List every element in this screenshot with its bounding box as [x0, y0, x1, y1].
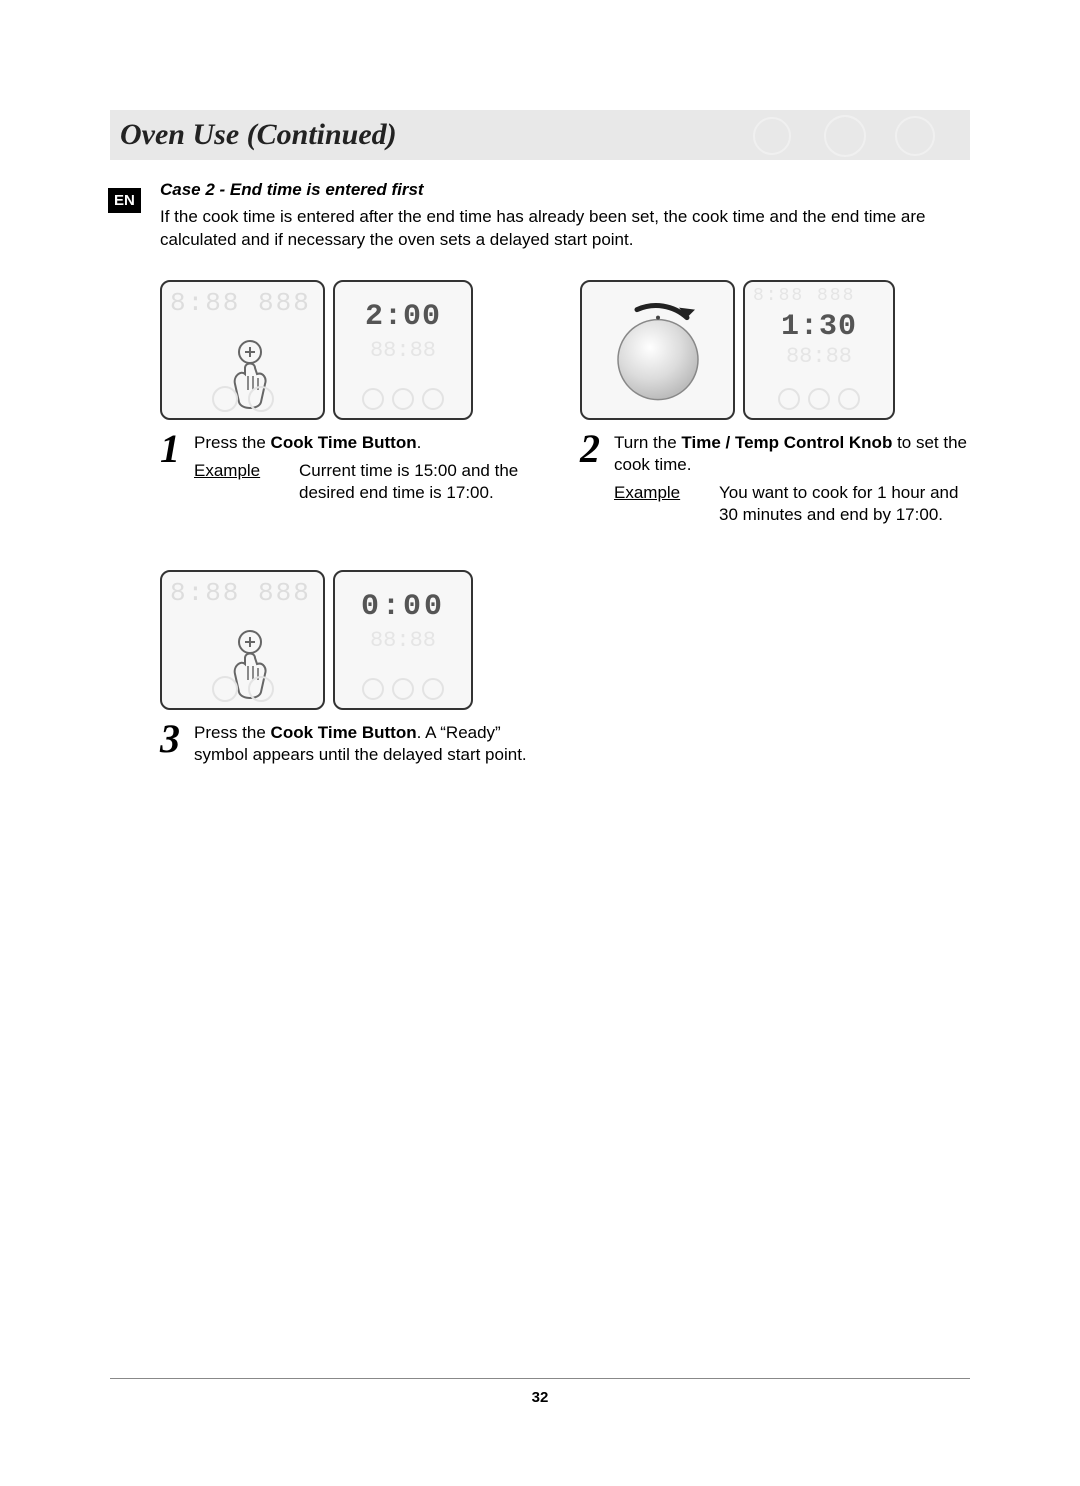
display-time-value: 2:00 — [335, 300, 471, 334]
ghost-top: 8:88 888 — [745, 282, 893, 306]
step-2: 8:88 888 1:30 88:88 2 Turn the Time / Te… — [580, 280, 970, 526]
title-bar: Oven Use (Continued) — [110, 110, 970, 160]
steps-grid: 8:88 888 — [160, 280, 970, 767]
step-3: 8:88 888 — [160, 570, 550, 766]
knob-panel — [580, 280, 735, 420]
display-panel-right: 2:00 88:88 — [333, 280, 473, 420]
page-title: Oven Use (Continued) — [120, 118, 397, 152]
language-tag: EN — [108, 188, 141, 213]
ghost-digits: 88:88 — [745, 344, 893, 369]
ghost-display: 8:88 888 — [162, 572, 323, 608]
step-number: 2 — [580, 432, 606, 466]
ghost-display: 8:88 888 — [162, 282, 323, 318]
display-panel-right: 8:88 888 1:30 88:88 — [743, 280, 895, 420]
display-time-value: 0:00 — [335, 590, 471, 624]
ghost-digits: 88:88 — [335, 338, 471, 363]
step-text-bold: Time / Temp Control Knob — [681, 433, 892, 452]
step-text-bold: Cook Time Button — [271, 723, 417, 742]
example-text: Current time is 15:00 and the desired en… — [299, 460, 550, 504]
step-3-illustration: 8:88 888 — [160, 570, 550, 710]
step-text-bold: Cook Time Button — [271, 433, 417, 452]
step-number: 1 — [160, 432, 186, 466]
title-decoration — [750, 115, 940, 157]
step-1: 8:88 888 — [160, 280, 550, 526]
step-text-post: . — [417, 433, 422, 452]
display-panel-right: 0:00 88:88 — [333, 570, 473, 710]
display-time-value: 1:30 — [745, 310, 893, 344]
control-knob-icon — [593, 287, 723, 417]
step-text-pre: Press the — [194, 433, 271, 452]
example-text: You want to cook for 1 hour and 30 minut… — [719, 482, 970, 526]
step-text-pre: Press the — [194, 723, 271, 742]
case-title: Case 2 - End time is entered first — [160, 180, 970, 200]
control-panel-left: 8:88 888 — [160, 280, 325, 420]
control-panel-left: 8:88 888 — [160, 570, 325, 710]
page-footer: 32 — [110, 1378, 970, 1406]
example-label: Example — [194, 460, 269, 504]
example-label: Example — [614, 482, 689, 526]
intro-text: If the cook time is entered after the en… — [160, 206, 970, 252]
content-region: Case 2 - End time is entered first If th… — [110, 180, 970, 766]
page-number: 32 — [532, 1389, 549, 1406]
step-text-pre: Turn the — [614, 433, 681, 452]
step-2-illustration: 8:88 888 1:30 88:88 — [580, 280, 970, 420]
ghost-digits: 88:88 — [335, 628, 471, 653]
step-number: 3 — [160, 722, 186, 756]
step-1-illustration: 8:88 888 — [160, 280, 550, 420]
